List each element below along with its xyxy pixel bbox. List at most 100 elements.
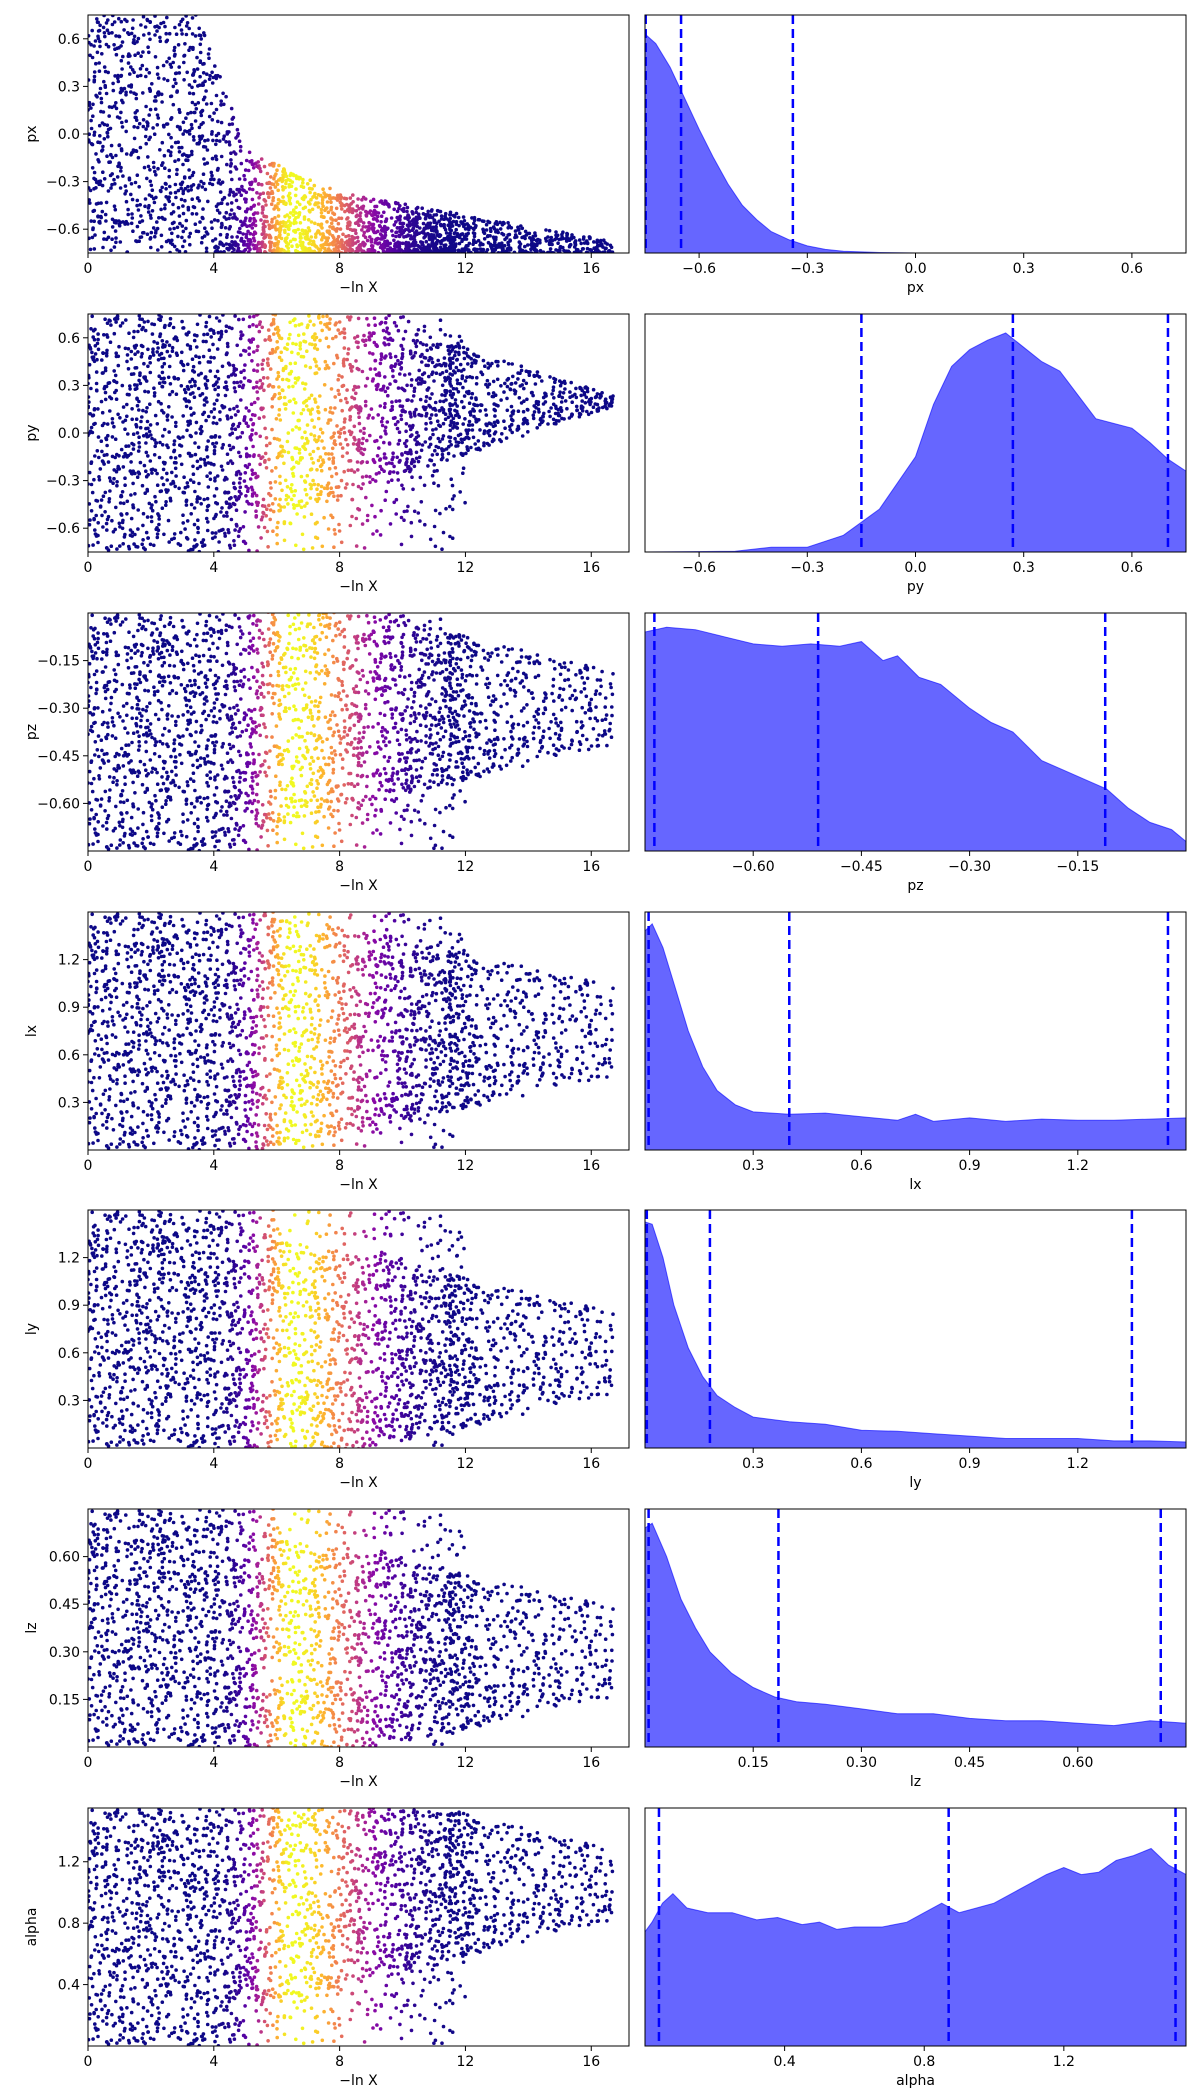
sample-point [250,428,255,432]
sample-point [116,412,120,417]
sample-point [358,211,363,215]
sample-point [187,132,192,136]
sample-point [203,226,207,230]
sample-point [343,486,348,490]
sample-point [275,168,279,172]
sample-point [418,397,423,402]
sample-point [175,167,179,172]
sample-point [199,109,204,114]
sample-point [164,31,168,36]
sample-point [239,492,243,496]
sample-point [186,189,191,193]
sample-point [181,368,186,373]
sample-point [481,358,486,363]
sample-point [338,227,343,231]
sample-point [349,366,353,370]
sample-point [177,22,182,27]
sample-point [390,461,394,466]
sample-point [486,366,491,370]
sample-point [230,246,234,250]
sample-point [258,169,263,174]
sample-point [195,459,200,464]
sample-point [131,505,136,510]
sample-point [459,437,464,442]
sample-point [300,228,305,233]
sample-point [316,483,321,487]
sample-point [290,457,295,462]
sample-point [313,202,317,207]
sample-point [169,94,174,98]
sample-point [456,341,460,346]
sample-point [151,226,156,230]
sample-point [207,348,212,353]
sample-point [167,132,171,137]
sample-point [123,427,127,432]
sample-point [286,450,291,455]
sample-point [124,219,129,224]
sample-point [412,386,417,391]
sample-point [237,317,241,322]
sample-point [490,246,494,251]
sample-point [100,183,105,188]
sample-point [211,239,215,243]
sample-point [531,234,535,239]
sample-point [317,367,322,371]
sample-point [160,339,165,343]
sample-point [461,422,466,426]
sample-point [125,414,129,419]
sample-point [225,132,229,136]
sample-point [158,188,163,193]
sample-point [261,376,266,380]
sample-point [202,157,206,161]
sample-point [375,387,379,392]
sample-point [173,190,178,195]
sample-point [146,319,150,324]
sample-point [433,544,438,549]
sample-point [202,457,207,462]
sample-point [261,191,266,195]
sample-point [210,182,215,187]
sample-point [290,244,294,248]
sample-point [413,223,418,228]
sample-point [91,227,95,232]
sample-point [476,238,481,243]
sample-point [113,47,117,51]
sample-point [470,428,475,432]
sample-point [422,245,427,249]
sample-point [237,177,242,181]
sample-point [299,322,304,326]
sample-point [267,223,272,227]
sample-point [189,122,194,127]
sample-point [311,478,315,483]
sample-point [478,428,482,432]
sample-point [329,221,334,226]
sample-point [188,45,193,50]
sample-point [104,200,109,205]
sample-point [376,241,380,246]
sample-point [163,24,167,29]
sample-point [453,436,457,441]
sample-point [409,534,414,539]
sample-point [347,318,352,322]
sample-point [212,218,217,222]
sample-point [178,443,182,447]
sample-point [162,356,166,361]
sample-point [400,208,404,212]
sample-point [88,343,91,348]
sample-point [360,369,365,374]
sample-point [88,518,92,522]
sample-point [167,168,172,173]
sample-point [312,338,317,342]
sample-point [479,403,484,408]
sample-point [320,439,324,443]
sample-point [148,20,152,25]
sample-point [582,392,587,397]
sample-point [324,336,329,341]
sample-point [435,419,440,424]
sample-point [424,399,428,404]
sample-point [330,411,335,415]
sample-point [505,408,510,413]
sample-point [336,328,341,332]
sample-point [270,217,275,222]
sample-point [460,399,464,404]
